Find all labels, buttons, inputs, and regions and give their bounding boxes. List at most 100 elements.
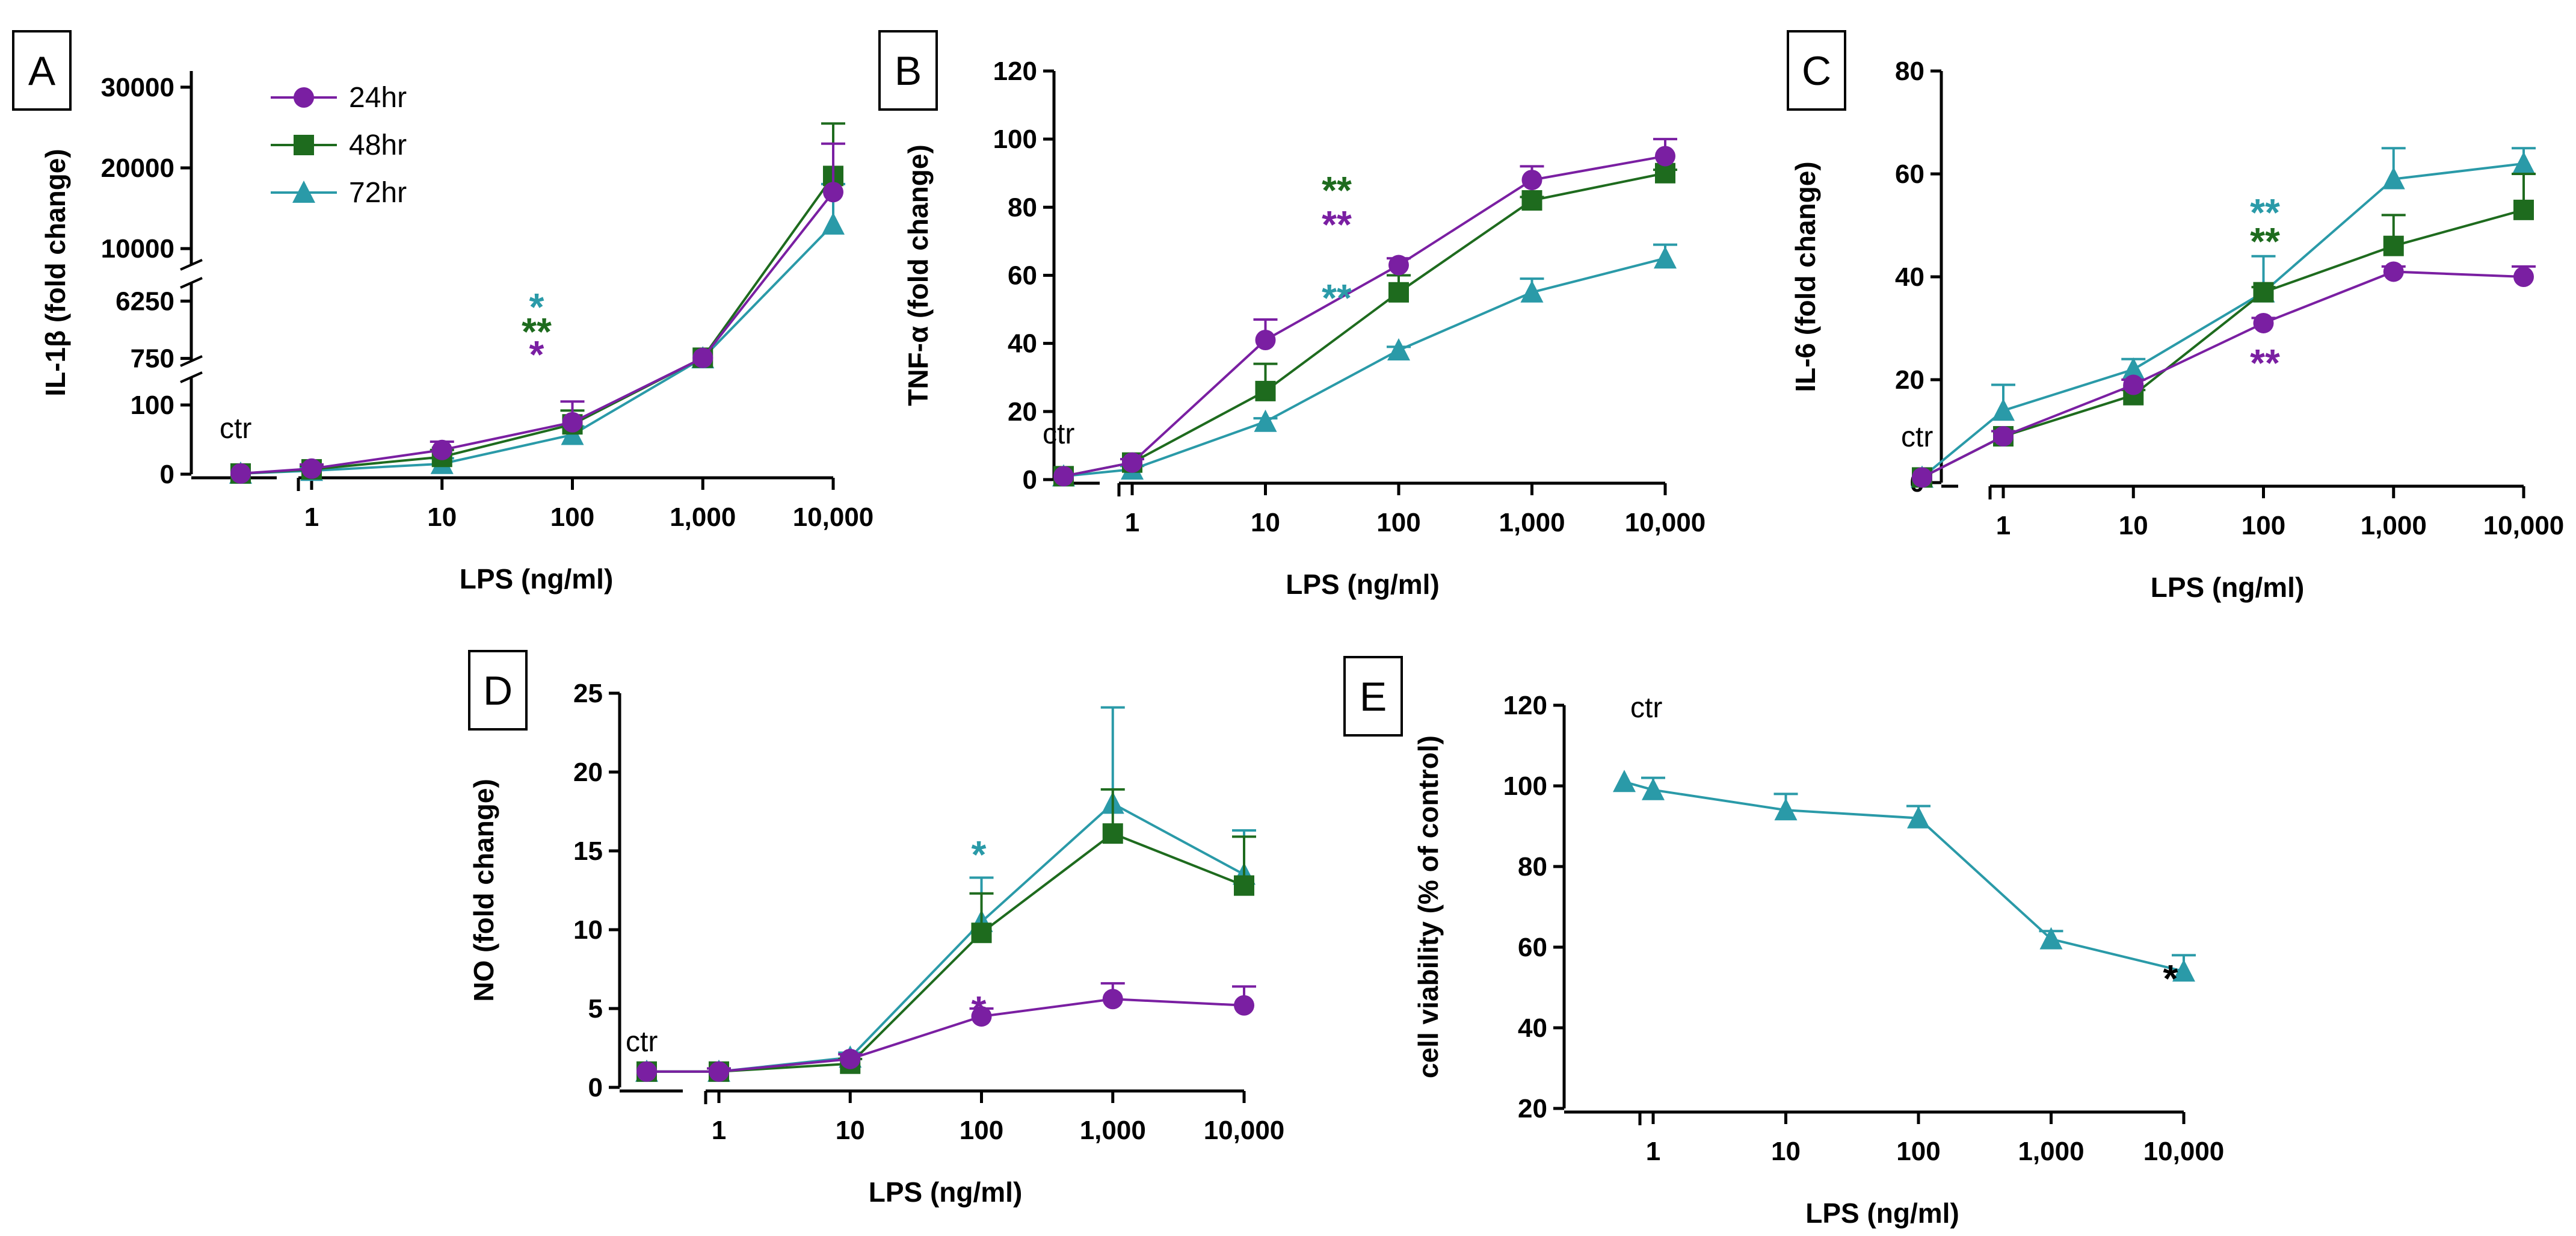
data-point	[971, 1006, 992, 1027]
x-tick-label: 1,000	[2018, 1137, 2084, 1166]
series-48hr	[1053, 162, 1677, 487]
data-point	[1521, 170, 1542, 191]
data-point	[971, 922, 992, 944]
series-24hr	[636, 982, 1256, 1082]
series-line-segment	[240, 467, 312, 475]
x-tick-label: 1	[1125, 508, 1139, 537]
data-point	[840, 1048, 861, 1069]
panel-label: B	[895, 48, 922, 94]
panel-A: 0 100 750 6250 10000 20000 30000 1 10 100 1,000 10,…	[12, 30, 874, 595]
ctr-label: ctr	[626, 1026, 658, 1058]
series-72hr	[1613, 770, 2196, 982]
panel-label: C	[1802, 48, 1831, 94]
y-tick-label: 120	[993, 57, 1037, 86]
legend: 24hr 48hr 72hr	[271, 82, 407, 209]
panel-label: E	[1360, 674, 1387, 720]
y-axis-title: NO (fold change)	[468, 779, 499, 1002]
series-48hr	[636, 788, 1256, 1082]
data-point	[2513, 267, 2534, 287]
significance-marker: *	[529, 333, 544, 376]
data-point	[2123, 374, 2144, 395]
x-tick-label: 1,000	[2361, 511, 2427, 540]
data-point	[1388, 255, 1409, 276]
data-point-ctr	[1912, 467, 1932, 488]
series-24hr	[230, 142, 845, 484]
data-point	[2039, 927, 2063, 950]
data-point	[1255, 380, 1276, 401]
y-axis-title: IL-6 (fold change)	[1790, 161, 1821, 392]
y-tick-label: 40	[1518, 1013, 1547, 1043]
panel-label-box	[12, 30, 72, 111]
panel-label-box	[468, 650, 528, 731]
y-tick-label: 15	[573, 836, 603, 866]
data-point	[2513, 199, 2534, 220]
x-tick-label: 10	[1251, 508, 1280, 537]
x-tick-label: 10,000	[1204, 1116, 1285, 1145]
x-axis-title: LPS (ng/ml)	[1805, 1197, 1959, 1229]
data-point-ctr	[636, 1061, 657, 1082]
data-point	[562, 412, 583, 433]
y-tick-label: 100	[131, 391, 174, 420]
y-tick-label: 10	[573, 915, 603, 945]
significance-marker: *	[972, 988, 987, 1031]
data-point	[2383, 261, 2404, 282]
axis-break-mark	[180, 277, 203, 289]
ctr-label: ctr	[1630, 692, 1662, 724]
data-point	[709, 1061, 729, 1082]
y-tick-label: 750	[131, 344, 174, 374]
series-24hr	[1912, 261, 2536, 488]
y-tick-label: 10000	[101, 234, 174, 264]
x-axis-title: LPS (ng/ml)	[460, 563, 614, 595]
x-tick-label: 1,000	[1499, 508, 1565, 537]
panel-label-box	[1787, 30, 1846, 111]
y-tick-label: 100	[1503, 771, 1547, 801]
data-point	[2382, 167, 2405, 190]
significance-marker: **	[1322, 276, 1352, 320]
significance-marker: **	[522, 310, 552, 353]
legend-marker	[292, 181, 315, 203]
panel-label-box	[878, 30, 938, 111]
series-line	[1132, 171, 1666, 464]
significance-marker: **	[2250, 191, 2280, 234]
significance-marker: *	[972, 833, 987, 876]
x-tick-label: 1	[304, 502, 319, 532]
data-point	[1234, 995, 1254, 1016]
y-tick-label: 80	[1008, 193, 1037, 222]
legend-label: 24hr	[349, 82, 407, 114]
data-point	[1654, 246, 1677, 269]
x-axis-title: LPS (ng/ml)	[2151, 572, 2305, 603]
data-point	[431, 439, 452, 460]
x-tick-label: 1,000	[1080, 1116, 1146, 1145]
x-tick-label: 10,000	[2143, 1137, 2225, 1166]
data-point	[1234, 875, 1254, 896]
data-point	[2512, 151, 2535, 174]
y-tick-label: 40	[1895, 262, 1924, 292]
y-tick-label: 25	[573, 679, 603, 708]
series-line	[1131, 155, 1666, 464]
series-line-segment	[1921, 409, 2004, 478]
y-tick-label: 120	[1503, 691, 1547, 720]
data-point	[1102, 989, 1123, 1010]
significance-marker: **	[2250, 341, 2280, 385]
data-point	[2172, 959, 2195, 982]
legend-marker	[294, 87, 314, 108]
y-tick-label: 0	[160, 460, 174, 489]
panel-label: D	[483, 668, 513, 714]
y-tick-label: 0	[588, 1073, 603, 1102]
data-point	[1255, 330, 1276, 351]
y-tick-label: 20	[1008, 397, 1037, 427]
y-tick-label: 0	[1023, 465, 1037, 495]
data-point	[1642, 777, 1665, 800]
data-point	[2253, 312, 2274, 333]
axis-break-mark	[180, 355, 203, 367]
y-axis-title: IL-1β (fold change)	[40, 149, 71, 396]
y-tick-label: 5	[588, 994, 603, 1024]
ctr-label: ctr	[1901, 421, 1933, 453]
data-point	[823, 182, 843, 203]
x-tick-label: 1	[1996, 511, 2011, 540]
y-tick-label: 80	[1895, 57, 1924, 86]
